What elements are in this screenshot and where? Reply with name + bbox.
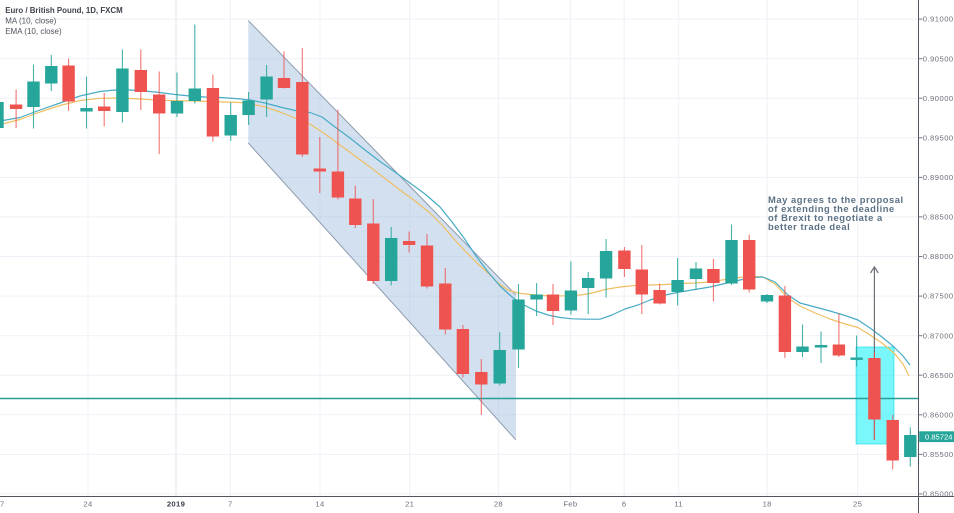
svg-text:0.90500: 0.90500 <box>923 54 954 63</box>
svg-text:MA (10, close): MA (10, close) <box>5 17 56 26</box>
svg-text:0.85500: 0.85500 <box>923 450 954 459</box>
svg-text:28: 28 <box>494 500 503 509</box>
svg-text:0.91000: 0.91000 <box>923 15 954 24</box>
svg-text:0.90000: 0.90000 <box>923 94 954 103</box>
svg-text:May agrees to the proposal: May agrees to the proposal <box>768 194 904 205</box>
svg-text:better trade deal: better trade deal <box>768 221 850 232</box>
svg-text:0.88500: 0.88500 <box>923 213 954 222</box>
svg-text:2019: 2019 <box>167 500 185 509</box>
svg-text:14: 14 <box>315 500 325 509</box>
svg-text:0.89500: 0.89500 <box>923 133 954 142</box>
svg-text:0.87000: 0.87000 <box>923 331 954 340</box>
svg-text:0.86500: 0.86500 <box>923 371 954 380</box>
svg-text:0.86000: 0.86000 <box>923 410 954 419</box>
svg-text:7: 7 <box>0 500 5 509</box>
svg-text:0.87500: 0.87500 <box>923 292 954 301</box>
svg-text:25: 25 <box>853 500 862 509</box>
svg-text:of Brexit to negotiate a: of Brexit to negotiate a <box>768 212 883 223</box>
svg-text:0.89000: 0.89000 <box>923 173 954 182</box>
svg-text:Feb: Feb <box>563 500 577 509</box>
svg-text:6: 6 <box>622 500 627 509</box>
svg-text:18: 18 <box>763 500 772 509</box>
svg-text:21: 21 <box>405 500 414 509</box>
svg-text:11: 11 <box>674 500 683 509</box>
svg-text:EMA (10, close): EMA (10, close) <box>5 27 62 36</box>
svg-text:0.85000: 0.85000 <box>923 490 954 499</box>
svg-text:Euro / British Pound, 1D, FXCM: Euro / British Pound, 1D, FXCM <box>5 6 123 15</box>
svg-text:0.88000: 0.88000 <box>923 252 954 261</box>
svg-text:0.85724: 0.85724 <box>925 432 952 441</box>
svg-text:of extending the deadline: of extending the deadline <box>768 203 895 214</box>
svg-text:7: 7 <box>228 500 233 509</box>
svg-text:24: 24 <box>83 500 93 509</box>
